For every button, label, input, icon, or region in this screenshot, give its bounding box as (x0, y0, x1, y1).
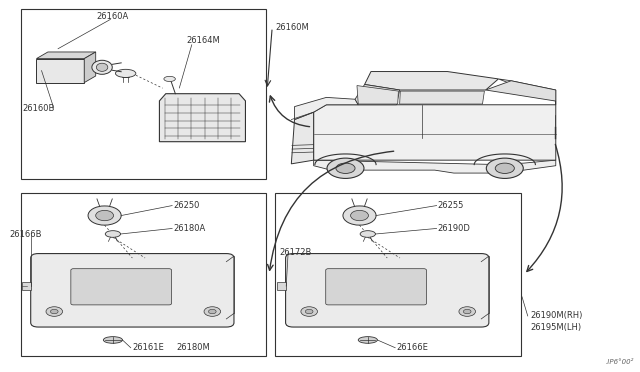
FancyBboxPatch shape (326, 269, 426, 305)
Polygon shape (365, 71, 499, 90)
FancyBboxPatch shape (285, 254, 489, 327)
Polygon shape (357, 86, 398, 104)
Ellipse shape (105, 231, 120, 237)
Ellipse shape (327, 158, 364, 179)
Circle shape (209, 310, 216, 314)
Ellipse shape (103, 337, 122, 343)
Ellipse shape (88, 206, 121, 225)
Bar (277, 282, 286, 290)
Text: 26190D: 26190D (438, 224, 471, 233)
Bar (36, 59, 84, 83)
Text: 26160B: 26160B (22, 104, 55, 113)
Polygon shape (36, 52, 96, 59)
Text: 26166B: 26166B (9, 230, 42, 239)
Polygon shape (84, 52, 96, 83)
FancyBboxPatch shape (31, 254, 234, 327)
Polygon shape (399, 91, 484, 104)
Polygon shape (159, 94, 246, 142)
Circle shape (305, 310, 313, 314)
Ellipse shape (343, 206, 376, 225)
Ellipse shape (486, 158, 524, 179)
Circle shape (459, 307, 476, 316)
Text: .IP6°00²: .IP6°00² (605, 359, 634, 365)
Text: 26195M(LH): 26195M(LH) (531, 323, 581, 331)
Circle shape (301, 307, 317, 316)
Text: 26160M: 26160M (275, 23, 309, 32)
Circle shape (51, 310, 58, 314)
Text: 26255: 26255 (438, 201, 464, 210)
Text: 26172B: 26172B (279, 248, 312, 257)
Text: 26180M: 26180M (177, 343, 211, 352)
Ellipse shape (97, 63, 108, 71)
Text: 26190M(RH): 26190M(RH) (531, 311, 582, 320)
Bar (20, 9, 266, 179)
Text: 26164M: 26164M (186, 36, 220, 45)
Polygon shape (355, 84, 399, 105)
Polygon shape (486, 81, 556, 101)
FancyBboxPatch shape (71, 269, 172, 305)
Text: 26161E: 26161E (132, 343, 164, 352)
Ellipse shape (96, 211, 113, 221)
Polygon shape (314, 105, 556, 160)
Circle shape (46, 307, 63, 316)
Bar (275, 193, 521, 356)
Text: 26160A: 26160A (97, 12, 129, 21)
Text: 26250: 26250 (173, 201, 200, 210)
Circle shape (204, 307, 221, 316)
Ellipse shape (358, 337, 378, 343)
Polygon shape (294, 97, 358, 119)
Bar (22, 282, 31, 290)
Text: 26180A: 26180A (173, 224, 205, 233)
Ellipse shape (360, 231, 376, 237)
Ellipse shape (164, 76, 175, 81)
Ellipse shape (92, 60, 112, 74)
Polygon shape (314, 160, 556, 173)
Bar (20, 193, 266, 356)
Polygon shape (291, 112, 314, 164)
Ellipse shape (115, 69, 136, 77)
Ellipse shape (351, 211, 369, 221)
Ellipse shape (495, 163, 515, 173)
Ellipse shape (336, 163, 355, 173)
Polygon shape (499, 79, 556, 105)
Circle shape (463, 310, 471, 314)
Text: 26166E: 26166E (396, 343, 428, 352)
